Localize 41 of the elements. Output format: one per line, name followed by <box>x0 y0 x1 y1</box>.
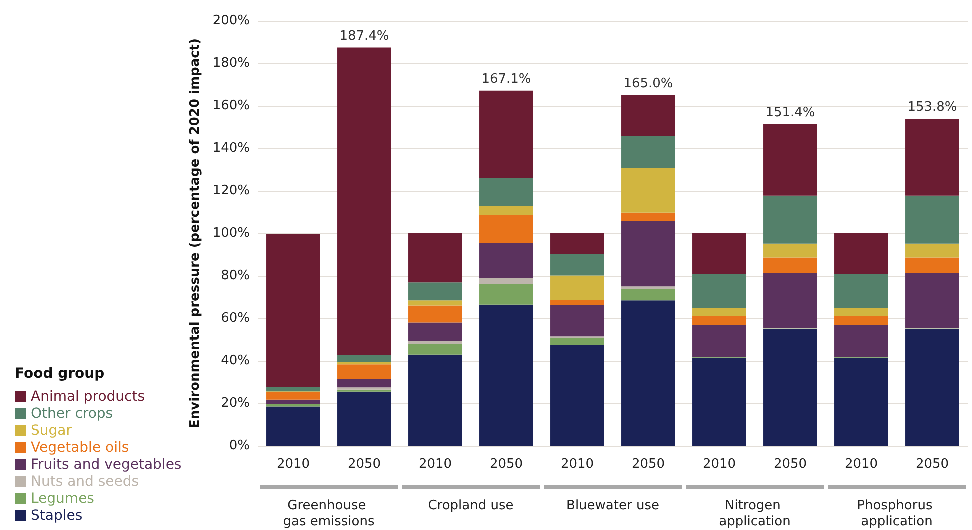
text: Cropland use <box>428 498 514 514</box>
legend-label: Sugar <box>31 423 72 439</box>
x-tick-label: 2050 <box>774 457 808 472</box>
y-tick-label: 140% <box>212 141 250 156</box>
legend-label: Vegetable oils <box>31 440 130 456</box>
legend-label: Other crops <box>31 406 114 422</box>
text: Phosphorus application <box>857 498 937 530</box>
text: Greenhouse gas emissions <box>283 498 375 530</box>
legend-label: Fruits and vegetables <box>31 457 182 473</box>
total-label: 153.8% <box>908 100 958 116</box>
y-tick-label: 60% <box>221 311 250 326</box>
x-tick-label: 2010 <box>702 457 736 472</box>
y-tick-label: 120% <box>212 184 250 198</box>
text: Bluewater use <box>566 498 660 514</box>
x-tick-label: 2050 <box>348 457 382 472</box>
y-tick-label: 80% <box>221 268 250 284</box>
legend-title: Food group <box>15 366 105 382</box>
y-tick-label: 100% <box>212 226 250 241</box>
text: Nitrogen application <box>719 498 791 530</box>
y-tick-label: 160% <box>212 98 250 114</box>
total-label: 151.4% <box>766 105 816 120</box>
total-label: 167.1% <box>482 72 532 87</box>
x-tick-label: 2050 <box>490 457 524 472</box>
x-tick-label: 2010 <box>844 457 878 472</box>
y-tick-label: 180% <box>212 56 250 71</box>
legend-label: Animal products <box>31 389 146 405</box>
x-tick-label: 2010 <box>418 457 452 472</box>
y-axis-title: Environmental pressure (percentage of 2020 impact) <box>188 38 203 428</box>
x-tick-label: 2050 <box>916 457 950 472</box>
total-label: 165.0% <box>624 76 674 92</box>
x-tick-label: 2010 <box>276 457 310 472</box>
legend-label: Nuts and seeds <box>31 474 140 490</box>
y-tick-label: 200% <box>212 14 250 28</box>
y-tick-label: 40% <box>221 354 250 368</box>
legend-label: Staples <box>31 508 83 524</box>
y-tick-label: 20% <box>221 396 250 411</box>
y-tick-label: 0% <box>229 438 250 454</box>
x-tick-label: 2050 <box>632 457 666 472</box>
total-label: 187.4% <box>340 28 390 44</box>
x-tick-label: 2010 <box>560 457 594 472</box>
legend-label: Legumes <box>31 491 94 507</box>
